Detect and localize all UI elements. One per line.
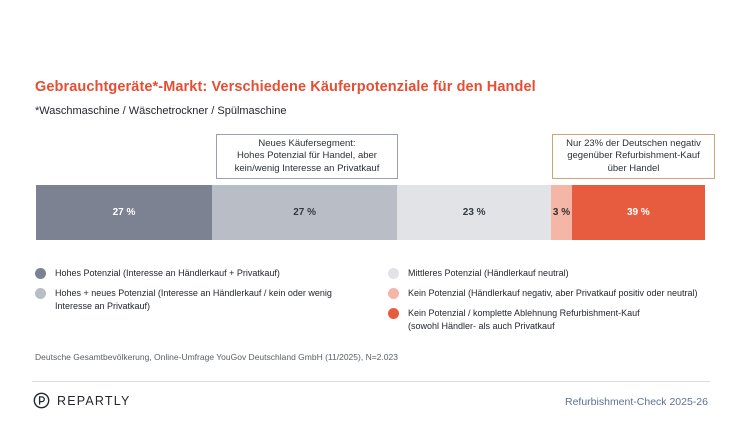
legend-label: Mittleres Potenzial (Händlerkauf neutral… <box>408 268 569 278</box>
legend-item-hohes-neues-potenzial: Hohes + neues Potenzial (Interesse an Hä… <box>35 287 380 313</box>
footer-brand: REPARTLY <box>33 392 131 409</box>
segment-value-label: 39 % <box>627 207 650 218</box>
segment-value-label: 27 % <box>293 207 316 218</box>
segment-value-label: 27 % <box>112 207 136 218</box>
bar-segment-hohes-potenzial: 27 % <box>36 185 212 240</box>
legend-dot-icon <box>35 268 46 279</box>
callout-negative-share: Nur 23% der Deutschen negativ gegenüber … <box>552 134 715 179</box>
callout-new-segment-line: Hohes Potenzial für Handel, aber <box>237 150 377 162</box>
legend-right-column: Mittleres Potenzial (Händlerkauf neutral… <box>388 267 743 340</box>
legend-item-komplette-ablehnung: Kein Potenzial / komplette Ablehnung Ref… <box>388 307 743 333</box>
legend-label: Hohes + neues Potenzial (Interesse an Hä… <box>55 288 332 299</box>
legend-dot-icon <box>388 268 399 279</box>
source-note: Deutsche Gesamtbevölkerung, Online-Umfra… <box>35 352 398 362</box>
legend-label: Hohes Potenzial (Interesse an Händlerkau… <box>55 268 280 278</box>
callout-negative-share-line: Nur 23% der Deutschen negativ <box>566 137 701 149</box>
callout-negative-share-line: gegenüber Refurbishment-Kauf <box>567 150 700 162</box>
bar-segment-hohes-neues-potenzial: 27 % <box>211 185 398 240</box>
page-subtitle: *Waschmaschine / Wäschetrockner / Spülma… <box>35 105 287 117</box>
bar-segment-kein-potenzial-haendler-negativ: 3 % <box>551 185 572 240</box>
callout-negative-share-line: über Handel <box>607 162 660 174</box>
footer-brand-name: REPARTLY <box>57 393 131 408</box>
repartly-logo-icon <box>33 392 50 409</box>
callout-new-segment-line: Neues Käufersegment: <box>258 137 356 149</box>
legend-item-mittleres-potenzial: Mittleres Potenzial (Händlerkauf neutral… <box>388 267 743 280</box>
callout-new-segment: Neues Käufersegment: Hohes Potenzial für… <box>216 134 398 179</box>
legend-dot-icon <box>388 288 399 300</box>
legend-label: (sowohl Händler- als auch Privatkauf <box>408 321 555 332</box>
legend-label: Interesse an Privatkauf) <box>55 301 151 312</box>
callout-new-segment-line: kein/wenig Interesse an Privatkauf <box>234 162 380 174</box>
stacked-bar: 27 % 27 % 23 % 3 % 39 % <box>36 185 705 240</box>
segment-value-label: 3 % <box>552 207 571 218</box>
page-title: Gebrauchtgeräte*-Markt: Verschiedene Käu… <box>35 79 536 95</box>
legend-item-kein-potenzial: Kein Potenzial (Händlerkauf negativ, abe… <box>388 287 743 300</box>
legend-dot-icon <box>388 308 399 320</box>
footer-divider <box>32 381 710 382</box>
legend-dot-icon <box>35 288 46 300</box>
legend-item-hohes-potenzial: Hohes Potenzial (Interesse an Händlerkau… <box>35 267 380 280</box>
footer-report-title: Refurbishment-Check 2025-26 <box>565 396 708 408</box>
segment-value-label: 23 % <box>462 207 486 218</box>
legend-left-column: Hohes Potenzial (Interesse an Händlerkau… <box>35 267 380 320</box>
bar-segment-komplette-ablehnung: 39 % <box>571 185 705 240</box>
bar-segment-mittleres-potenzial: 23 % <box>397 185 552 240</box>
legend-label: Kein Potenzial / komplette Ablehnung Ref… <box>408 308 640 319</box>
legend-label: Kein Potenzial (Händlerkauf negativ, abe… <box>408 288 698 299</box>
